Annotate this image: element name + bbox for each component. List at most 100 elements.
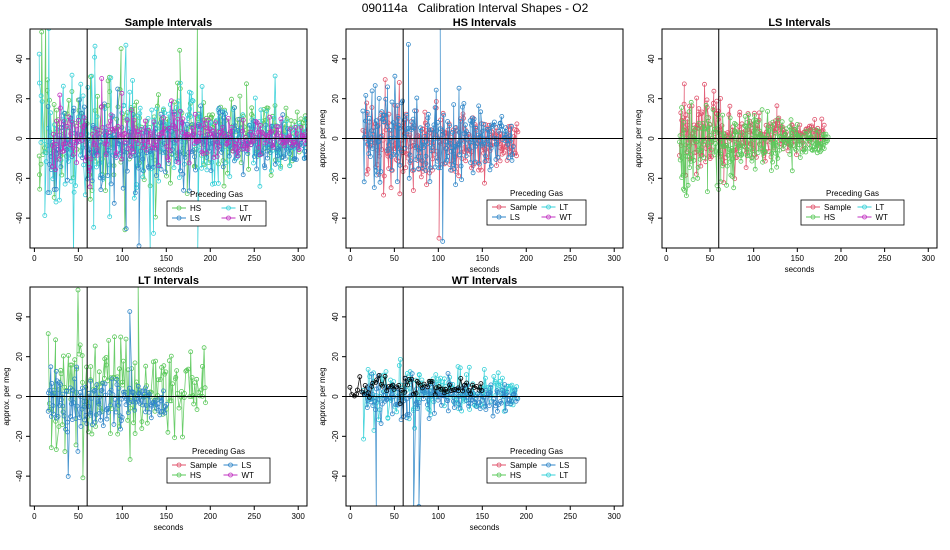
legend-swatch-marker (810, 204, 816, 210)
data-point (756, 110, 762, 116)
data-point (439, 379, 445, 385)
data-point (412, 511, 416, 515)
data-point (138, 127, 144, 132)
data-point (153, 358, 159, 364)
data-point (190, 392, 196, 398)
data-point (407, 385, 413, 391)
data-point (772, 143, 777, 149)
x-tick-label: 50 (390, 512, 399, 521)
series-line (47, 311, 168, 477)
data-point (172, 124, 178, 130)
data-point (745, 153, 750, 159)
data-point (274, 132, 280, 138)
data-point (37, 172, 42, 178)
data-point (229, 96, 234, 102)
legend-entry-HS: HS (492, 471, 521, 480)
data-point (461, 138, 467, 144)
data-point (514, 121, 520, 127)
series-self (347, 372, 485, 407)
data-point (108, 75, 114, 81)
data-point (706, 115, 712, 121)
x-axis-label: seconds (154, 265, 184, 274)
data-point (749, 158, 755, 164)
data-point (705, 127, 711, 133)
data-point (416, 154, 422, 159)
data-point (486, 142, 492, 148)
data-point (498, 400, 504, 406)
data-point (691, 157, 697, 163)
chart-panel-lt: LT Intervals 0 50 100 150 200 250 300 -40 -20 0 20 4… (2, 275, 308, 532)
data-point (113, 409, 119, 415)
legend-swatch-marker (176, 472, 182, 478)
data-point (425, 111, 431, 117)
x-tick-label: 200 (204, 254, 218, 263)
data-point (272, 161, 278, 167)
data-point (396, 382, 402, 388)
data-point (495, 389, 501, 395)
data-point (279, 119, 285, 125)
data-point (487, 129, 493, 134)
data-point (162, 126, 167, 131)
data-point (372, 83, 378, 88)
data-point (284, 116, 290, 121)
data-point (119, 156, 124, 162)
data-point (374, 172, 380, 178)
data-point (447, 381, 453, 387)
data-point (419, 387, 425, 393)
data-point (462, 122, 468, 128)
data-point (118, 150, 124, 156)
data-point (813, 146, 818, 152)
data-point (487, 167, 493, 173)
legend-swatch-marker (496, 472, 502, 478)
data-point (361, 134, 367, 140)
data-point (378, 169, 384, 174)
legend-label: Sample (190, 461, 218, 470)
data-point (369, 88, 375, 94)
data-point (92, 54, 97, 60)
data-point (364, 171, 370, 177)
data-point (193, 139, 199, 145)
data-point (458, 118, 464, 124)
data-point (104, 129, 109, 135)
data-point (53, 447, 59, 452)
data-point (167, 148, 173, 154)
data-point (195, 138, 201, 144)
data-point (811, 147, 817, 153)
data-point (125, 410, 131, 416)
data-point (452, 143, 458, 149)
y-tick-label: 20 (647, 94, 656, 103)
data-point (788, 117, 794, 123)
data-point (175, 391, 180, 396)
data-point (75, 448, 81, 454)
x-tick-label: 300 (292, 254, 306, 263)
data-point (127, 456, 133, 462)
data-point (461, 393, 467, 399)
data-point (773, 130, 779, 136)
data-point (374, 377, 380, 383)
data-point (503, 408, 509, 414)
data-point (161, 115, 166, 121)
data-point (254, 166, 260, 172)
data-point (240, 128, 245, 134)
data-point (502, 134, 508, 140)
legend-swatch-marker (546, 204, 551, 210)
data-point (177, 168, 183, 174)
data-point (59, 422, 65, 428)
data-point (711, 129, 716, 135)
data-point (186, 160, 192, 166)
data-point (406, 377, 412, 382)
data-point (483, 407, 489, 413)
data-point (115, 86, 121, 92)
data-point (455, 401, 461, 407)
data-point (107, 129, 113, 135)
data-point (381, 173, 387, 179)
legend-label: Sample (824, 203, 852, 212)
data-point (77, 415, 82, 421)
data-point (64, 388, 70, 394)
data-point (367, 154, 373, 159)
data-point (505, 401, 510, 407)
data-point (397, 356, 403, 362)
data-point (389, 167, 395, 173)
legend-box (486, 457, 587, 484)
data-point (680, 115, 686, 121)
